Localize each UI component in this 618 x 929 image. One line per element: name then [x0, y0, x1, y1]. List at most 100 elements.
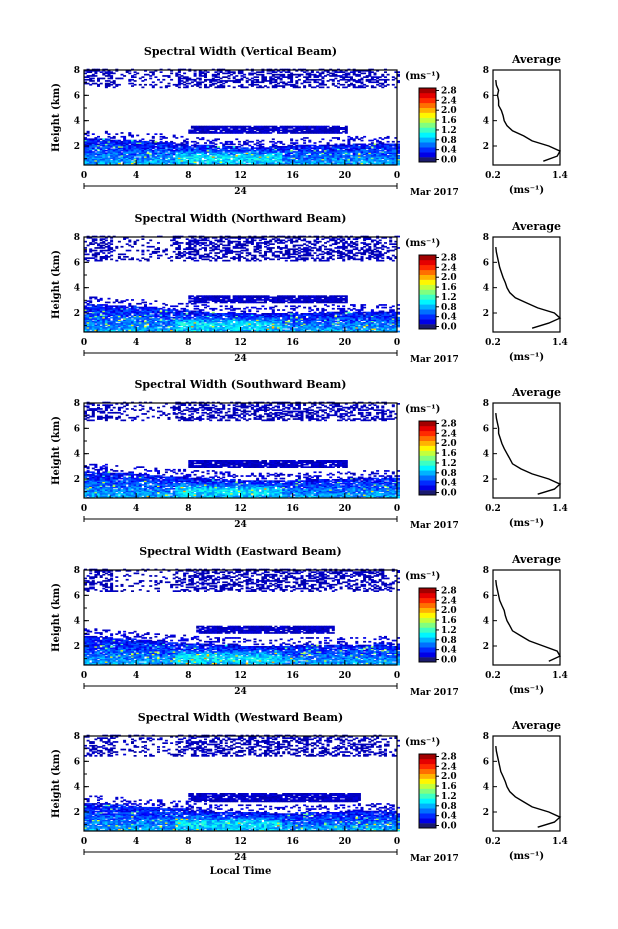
heatmap-cell	[115, 310, 119, 313]
heatmap-cell	[151, 81, 155, 84]
heatmap-cell	[373, 149, 377, 152]
heatmap-cell	[117, 157, 121, 160]
heatmap-cell	[360, 156, 364, 158]
heatmap-cell	[157, 242, 160, 244]
heatmap-cell	[248, 129, 252, 132]
heatmap-cell	[245, 158, 249, 161]
heatmap-cell	[164, 304, 168, 306]
heatmap-cell	[318, 130, 322, 133]
heatmap-cell	[131, 309, 134, 311]
heatmap-cell	[89, 71, 93, 73]
heatmap-cell	[154, 161, 158, 163]
heatmap-cell	[117, 310, 121, 313]
heatmap-cell	[177, 151, 181, 153]
heatmap-cell	[157, 143, 160, 146]
heatmap-cell	[206, 154, 210, 157]
heatmap-cell	[235, 132, 239, 134]
heatmap-cell	[201, 247, 205, 249]
heatmap-cell	[297, 132, 301, 134]
heatmap-cell	[297, 152, 301, 154]
heatmap-cell	[376, 80, 380, 82]
heatmap-cell	[144, 313, 147, 315]
heatmap-cell	[91, 140, 95, 143]
heatmap-cell	[337, 146, 340, 148]
heatmap-cell	[204, 86, 207, 89]
heatmap-cell	[224, 321, 228, 324]
heatmap-cell	[133, 154, 137, 157]
heatmap-cell	[381, 82, 385, 85]
heatmap-cell	[120, 154, 124, 157]
heatmap-cell	[97, 305, 100, 308]
heatmap-cell	[162, 137, 166, 139]
heatmap-cell	[342, 128, 346, 130]
heatmap-cell	[185, 147, 189, 149]
heatmap-cell	[196, 323, 200, 325]
heatmap-cell	[97, 85, 100, 87]
heatmap-cell	[282, 70, 286, 72]
heatmap-cell	[376, 139, 380, 142]
heatmap-cell	[107, 133, 111, 135]
heatmap-cell	[123, 137, 127, 139]
heatmap-cell	[110, 250, 114, 253]
heatmap-cell	[214, 301, 218, 304]
heatmap-cell	[133, 157, 137, 160]
heatmap-cell	[183, 77, 187, 80]
heatmap-cell	[230, 237, 234, 239]
heatmap-cell	[84, 249, 87, 252]
heatmap-cell	[188, 159, 192, 162]
heatmap-cell	[277, 127, 280, 129]
heatmap-cell	[206, 253, 210, 256]
heatmap-cell	[84, 156, 87, 158]
heatmap-cell	[219, 325, 223, 328]
heatmap-cell	[110, 326, 114, 329]
heatmap-cell	[227, 80, 231, 82]
heatmap-cell	[107, 314, 111, 316]
heatmap-cell	[384, 161, 387, 163]
heatmap-cell	[373, 151, 377, 153]
heatmap-cell	[128, 153, 132, 156]
heatmap-cell	[324, 154, 327, 157]
heatmap-cell	[384, 137, 387, 139]
heatmap-cell	[318, 151, 322, 153]
heatmap-cell	[125, 249, 129, 252]
heatmap-cell	[250, 70, 254, 72]
heatmap-cell	[172, 328, 176, 330]
heatmap-cell	[151, 140, 155, 143]
heatmap-cell	[183, 156, 187, 158]
heatmap-cell	[117, 161, 121, 163]
heatmap-cell	[308, 148, 312, 151]
heatmap-cell	[123, 138, 127, 141]
heatmap-cell	[198, 320, 202, 323]
heatmap-cell	[211, 300, 215, 302]
heatmap-cell	[209, 325, 213, 328]
heatmap-cell	[94, 152, 98, 154]
heatmap-cell	[84, 146, 87, 148]
heatmap-cell	[201, 328, 205, 330]
heatmap-cell	[112, 324, 116, 327]
heatmap-cell	[277, 128, 280, 130]
heatmap-cell	[193, 296, 197, 299]
heatmap-cell	[157, 162, 160, 165]
heatmap-cell	[91, 161, 95, 163]
heatmap-cell	[138, 158, 142, 161]
heatmap-cell	[154, 324, 158, 327]
heatmap-cell	[86, 326, 90, 329]
heatmap-cell	[297, 157, 301, 160]
heatmap-cell	[91, 146, 95, 148]
heatmap-cell	[146, 319, 150, 321]
heatmap-cell	[193, 146, 197, 148]
heatmap-cell	[232, 151, 236, 153]
heatmap-cell	[89, 328, 93, 330]
heatmap-cell	[138, 311, 142, 314]
colorbar-tick-label: 0.8	[441, 136, 457, 146]
heatmap-cell	[198, 242, 202, 244]
heatmap-cell	[337, 157, 340, 160]
heatmap-cell	[172, 149, 176, 152]
heatmap-cell	[310, 129, 314, 132]
heatmap-cell	[222, 158, 226, 161]
heatmap-cell	[180, 75, 184, 77]
heatmap-cell	[243, 157, 247, 160]
heatmap-cell	[196, 320, 200, 323]
heatmap-cell	[235, 250, 239, 253]
heatmap-cell	[284, 151, 288, 153]
